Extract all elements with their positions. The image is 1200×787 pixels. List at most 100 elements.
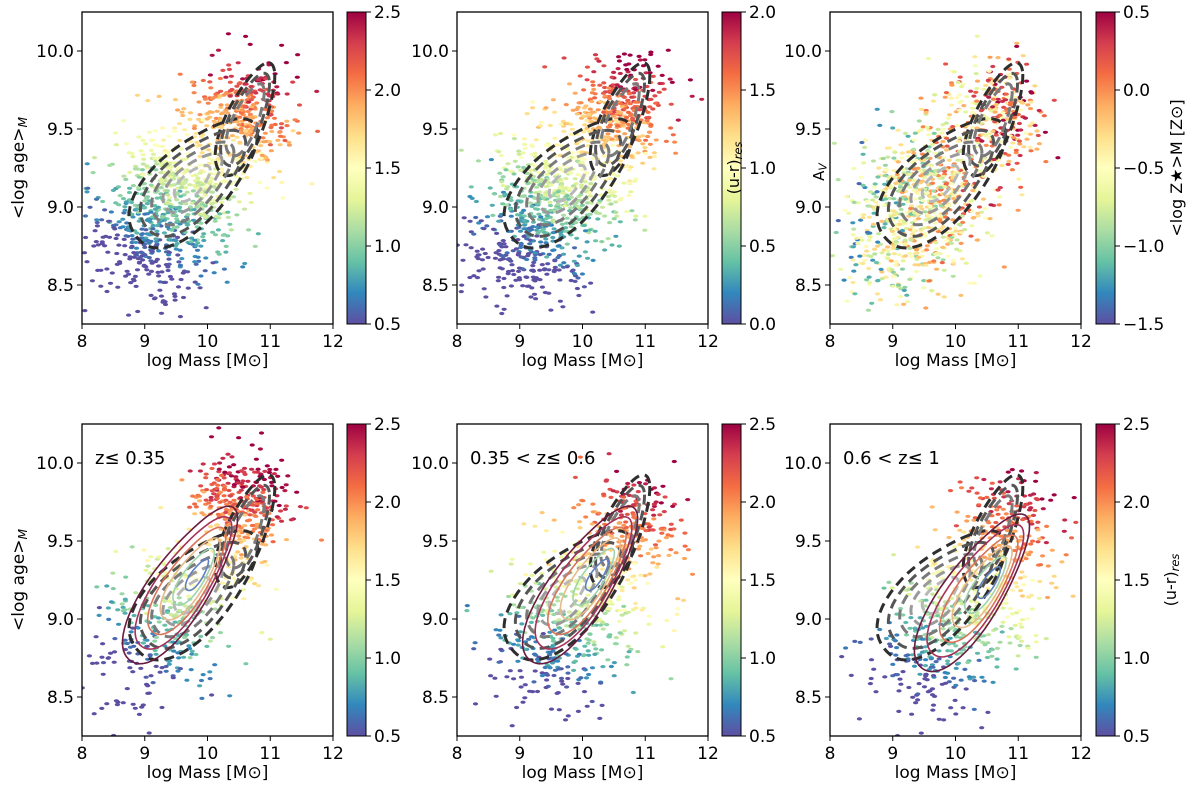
data-point <box>630 116 636 120</box>
y-tick-label: 10.0 <box>36 42 74 62</box>
data-point <box>161 280 167 284</box>
data-point <box>207 677 213 681</box>
data-point <box>664 618 670 623</box>
data-point <box>1021 145 1027 149</box>
contour-line <box>909 152 972 215</box>
data-point <box>170 183 176 187</box>
data-point <box>199 511 205 515</box>
data-point <box>242 524 248 528</box>
data-point <box>575 173 581 177</box>
data-point <box>596 59 602 63</box>
data-point <box>1023 131 1029 135</box>
data-point <box>902 243 908 247</box>
data-point <box>228 74 234 78</box>
data-point <box>202 193 208 197</box>
data-point <box>198 484 204 488</box>
data-point <box>444 174 449 177</box>
data-point <box>582 114 588 118</box>
data-point <box>146 233 152 237</box>
data-point <box>539 263 545 267</box>
data-point <box>209 202 215 206</box>
data-point <box>498 194 504 199</box>
data-point <box>235 481 241 485</box>
data-point <box>574 236 580 240</box>
data-point <box>555 599 561 603</box>
data-point <box>528 635 535 639</box>
data-point <box>1017 153 1023 158</box>
data-point <box>203 256 209 260</box>
data-point <box>217 500 223 504</box>
data-point <box>609 602 615 606</box>
data-point <box>108 210 114 214</box>
data-point <box>140 153 146 157</box>
data-point <box>919 179 926 183</box>
data-point <box>105 606 111 610</box>
data-point <box>255 508 261 512</box>
data-point <box>637 58 643 62</box>
data-point <box>167 606 173 610</box>
data-point <box>949 182 955 186</box>
data-point <box>642 146 648 150</box>
data-point <box>176 260 182 264</box>
data-point <box>929 164 935 168</box>
data-point <box>215 228 221 232</box>
data-point <box>589 201 595 205</box>
data-point <box>1000 606 1006 610</box>
data-point <box>605 125 612 129</box>
data-point <box>496 150 502 154</box>
data-point <box>113 549 119 554</box>
data-point <box>538 215 544 219</box>
data-point <box>218 103 224 107</box>
data-point <box>149 261 155 265</box>
data-point <box>478 219 484 223</box>
data-point <box>956 139 962 143</box>
data-point <box>1034 129 1040 133</box>
data-point <box>543 217 549 221</box>
data-point <box>680 598 687 603</box>
data-point <box>605 237 611 241</box>
x-tick-label: 10 <box>945 332 967 352</box>
data-point <box>554 143 560 147</box>
data-point <box>624 663 630 667</box>
data-point <box>632 179 638 183</box>
contours <box>502 61 652 250</box>
data-point <box>194 140 200 144</box>
x-tick-label: 10 <box>572 332 594 352</box>
contour-line <box>972 82 1014 158</box>
data-point <box>255 78 261 82</box>
data-point <box>500 184 506 188</box>
data-point <box>893 181 899 185</box>
data-point <box>106 617 112 622</box>
data-point <box>203 215 209 219</box>
data-point <box>543 529 549 533</box>
data-point <box>579 272 586 276</box>
data-point <box>460 258 466 262</box>
data-point <box>225 234 231 238</box>
data-point <box>481 227 487 231</box>
data-point <box>563 200 569 204</box>
data-point <box>575 681 581 686</box>
data-point <box>969 224 975 228</box>
data-point <box>613 118 619 122</box>
data-point <box>949 235 955 240</box>
data-point <box>528 201 534 205</box>
data-point <box>613 200 619 204</box>
data-point <box>255 502 261 506</box>
contour-line <box>534 515 633 650</box>
data-point <box>501 242 507 246</box>
data-point <box>881 203 887 207</box>
data-point <box>654 565 660 569</box>
data-point <box>498 613 504 617</box>
data-point <box>228 228 234 232</box>
data-point <box>633 77 639 82</box>
data-point <box>604 623 610 627</box>
data-point <box>201 490 207 494</box>
data-point <box>500 202 506 206</box>
data-point <box>173 239 179 243</box>
data-point <box>1014 44 1020 49</box>
data-point <box>526 637 532 641</box>
data-point <box>985 633 992 637</box>
data-point <box>932 221 938 225</box>
data-point <box>950 274 956 278</box>
data-point <box>248 576 254 580</box>
